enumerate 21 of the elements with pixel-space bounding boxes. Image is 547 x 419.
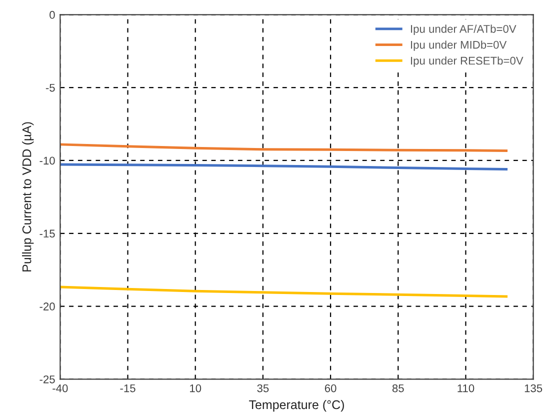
- legend-label: Ipu under AF/ATb=0V: [411, 24, 516, 36]
- x-axis-title: Temperature (°C): [249, 400, 344, 412]
- x-tick-label: 10: [190, 384, 202, 392]
- x-tick-label: 110: [458, 384, 474, 392]
- y-tick-label: -20: [40, 302, 55, 310]
- y-tick-label: -25: [40, 375, 55, 384]
- legend-label: Ipu under MIDb=0V: [411, 40, 507, 51]
- y-tick-label: -15: [40, 230, 55, 238]
- line-series: [60, 143, 508, 152]
- y-tick-label: -10: [40, 156, 55, 165]
- y-tick-label: -5: [46, 84, 55, 92]
- x-tick-label: 35: [257, 384, 269, 392]
- x-tick-label: 135: [524, 384, 542, 392]
- legend-label: Ipu under RESETb=0V: [411, 56, 524, 67]
- y-axis-title: Pullup Current to VDD (µA): [22, 122, 34, 272]
- y-tick-label: 0: [50, 10, 55, 19]
- x-tick-label: -15: [120, 384, 136, 392]
- line-series: [60, 286, 508, 298]
- x-tick-label: -40: [52, 384, 68, 392]
- x-tick-label: 85: [392, 384, 404, 392]
- x-tick-label: 60: [324, 384, 336, 392]
